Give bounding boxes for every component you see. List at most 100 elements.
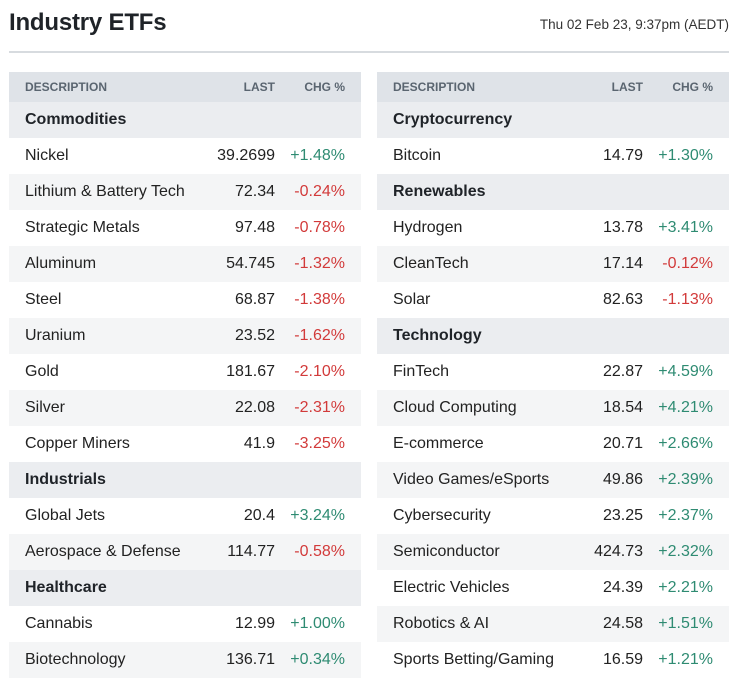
etf-chg: -0.12%	[662, 255, 713, 272]
etf-name[interactable]: Aluminum	[25, 255, 97, 272]
etf-name[interactable]: Lithium & Battery Tech	[25, 183, 185, 200]
table-row[interactable]: Hydrogen 13.78 +3.41%	[377, 210, 729, 246]
table-row[interactable]: Aluminum 54.745 -1.32%	[9, 246, 361, 282]
etf-name[interactable]: Strategic Metals	[25, 219, 140, 236]
column-last[interactable]: LAST	[611, 80, 643, 94]
category-label: Technology	[393, 327, 482, 344]
etf-name[interactable]: Bitcoin	[393, 147, 442, 164]
column-chg[interactable]: CHG %	[672, 80, 713, 94]
etf-name[interactable]: Uranium	[25, 327, 86, 344]
etf-last: 16.59	[602, 651, 643, 668]
etf-chg: -2.31%	[294, 399, 345, 416]
etf-name[interactable]: Robotics & AI	[393, 615, 490, 632]
etf-chg: -1.38%	[294, 291, 345, 308]
category-renewables: Renewables	[377, 174, 729, 210]
etf-chg: -1.32%	[294, 255, 345, 272]
etf-chg: +4.21%	[658, 399, 713, 416]
etf-last: 22.87	[602, 363, 643, 380]
column-last[interactable]: LAST	[243, 80, 275, 94]
etf-name[interactable]: FinTech	[393, 363, 450, 380]
table-row[interactable]: Cybersecurity 23.25 +2.37%	[377, 498, 729, 534]
table-row[interactable]: Silver 22.08 -2.31%	[9, 390, 361, 426]
etf-name[interactable]: Video Games/eSports	[393, 471, 550, 488]
timestamp: Thu 02 Feb 23, 9:37pm (AEDT)	[539, 17, 729, 32]
etf-name[interactable]: Semiconductor	[393, 543, 500, 560]
column-description[interactable]: DESCRIPTION	[25, 80, 108, 94]
table-row[interactable]: Lithium & Battery Tech 72.34 -0.24%	[9, 174, 361, 210]
etf-chg: -1.13%	[662, 291, 713, 308]
table-row[interactable]: Uranium 23.52 -1.62%	[9, 318, 361, 354]
table-row[interactable]: Biotechnology 136.71 +0.34%	[9, 642, 361, 678]
category-label: Commodities	[25, 111, 127, 128]
etf-name[interactable]: Hydrogen	[393, 219, 463, 236]
etf-name[interactable]: Cloud Computing	[393, 399, 517, 416]
table-row[interactable]: Semiconductor 424.73 +2.32%	[377, 534, 729, 570]
table-row[interactable]: Video Games/eSports 49.86 +2.39%	[377, 462, 729, 498]
etf-last: 23.25	[602, 507, 643, 524]
etf-name[interactable]: Electric Vehicles	[393, 579, 510, 596]
etf-last: 13.78	[602, 219, 643, 236]
table-row[interactable]: Steel 68.87 -1.38%	[9, 282, 361, 318]
category-cryptocurrency: Cryptocurrency	[377, 102, 729, 138]
page-title: Industry ETFs	[9, 9, 167, 36]
etf-last: 20.4	[243, 507, 275, 524]
etf-name[interactable]: Global Jets	[25, 507, 106, 524]
etf-name[interactable]: CleanTech	[393, 255, 469, 272]
etf-chg: +2.21%	[658, 579, 713, 596]
etf-last: 72.34	[234, 183, 275, 200]
category-healthcare: Healthcare	[9, 570, 361, 606]
table-row[interactable]: Electric Vehicles 24.39 +2.21%	[377, 570, 729, 606]
etf-name[interactable]: Sports Betting/Gaming	[393, 651, 554, 668]
category-commodities: Commodities	[9, 102, 361, 138]
etf-name[interactable]: Cybersecurity	[393, 507, 491, 524]
etf-chg: +1.30%	[658, 147, 713, 164]
etf-name[interactable]: Biotechnology	[25, 651, 126, 668]
table-row[interactable]: E-commerce 20.71 +2.66%	[377, 426, 729, 462]
table-row[interactable]: Strategic Metals 97.48 -0.78%	[9, 210, 361, 246]
column-chg[interactable]: CHG %	[304, 80, 345, 94]
etf-name[interactable]: Gold	[25, 363, 59, 380]
etf-chg: +0.34%	[290, 651, 345, 668]
etf-last: 68.87	[234, 291, 275, 308]
etf-chg: +1.48%	[290, 147, 345, 164]
etf-chg: -2.10%	[294, 363, 345, 380]
etf-last: 12.99	[234, 615, 275, 632]
table-row[interactable]: FinTech 22.87 +4.59%	[377, 354, 729, 390]
table-row[interactable]: Global Jets 20.4 +3.24%	[9, 498, 361, 534]
etf-last: 136.71	[226, 651, 275, 668]
etf-chg: +2.39%	[658, 471, 713, 488]
etf-last: 54.745	[226, 255, 275, 272]
etf-name[interactable]: Nickel	[25, 147, 69, 164]
table-row[interactable]: Copper Miners 41.9 -3.25%	[9, 426, 361, 462]
etf-name[interactable]: Steel	[25, 291, 62, 308]
etf-last: 18.54	[602, 399, 643, 416]
table-row[interactable]: Gold 181.67 -2.10%	[9, 354, 361, 390]
table-row[interactable]: Bitcoin 14.79 +1.30%	[377, 138, 729, 174]
table-row[interactable]: Cannabis 12.99 +1.00%	[9, 606, 361, 642]
etf-last: 24.39	[602, 579, 643, 596]
etf-name[interactable]: Copper Miners	[25, 435, 130, 452]
etf-last: 39.2699	[217, 147, 275, 164]
etf-last: 97.48	[234, 219, 275, 236]
table-row[interactable]: Cloud Computing 18.54 +4.21%	[377, 390, 729, 426]
etf-name[interactable]: Cannabis	[25, 615, 93, 632]
etf-name[interactable]: Silver	[25, 399, 66, 416]
table-row[interactable]: Nickel 39.2699 +1.48%	[9, 138, 361, 174]
etf-last: 23.52	[234, 327, 275, 344]
etf-last: 20.71	[602, 435, 643, 452]
table-row[interactable]: Robotics & AI 24.58 +1.51%	[377, 606, 729, 642]
table-row[interactable]: CleanTech 17.14 -0.12%	[377, 246, 729, 282]
category-technology: Technology	[377, 318, 729, 354]
table-row[interactable]: Solar 82.63 -1.13%	[377, 282, 729, 318]
etf-name[interactable]: Solar	[393, 291, 431, 308]
etf-last: 82.63	[602, 291, 643, 308]
etf-chg: -0.24%	[294, 183, 345, 200]
etf-name[interactable]: E-commerce	[393, 435, 484, 452]
etf-chg: +1.51%	[658, 615, 713, 632]
etf-last: 424.73	[594, 543, 643, 560]
table-row[interactable]: Sports Betting/Gaming 16.59 +1.21%	[377, 642, 729, 678]
table-row[interactable]: Aerospace & Defense 114.77 -0.58%	[9, 534, 361, 570]
table-header: DESCRIPTION LAST CHG %	[377, 72, 729, 102]
etf-name[interactable]: Aerospace & Defense	[25, 543, 181, 560]
column-description[interactable]: DESCRIPTION	[393, 80, 476, 94]
